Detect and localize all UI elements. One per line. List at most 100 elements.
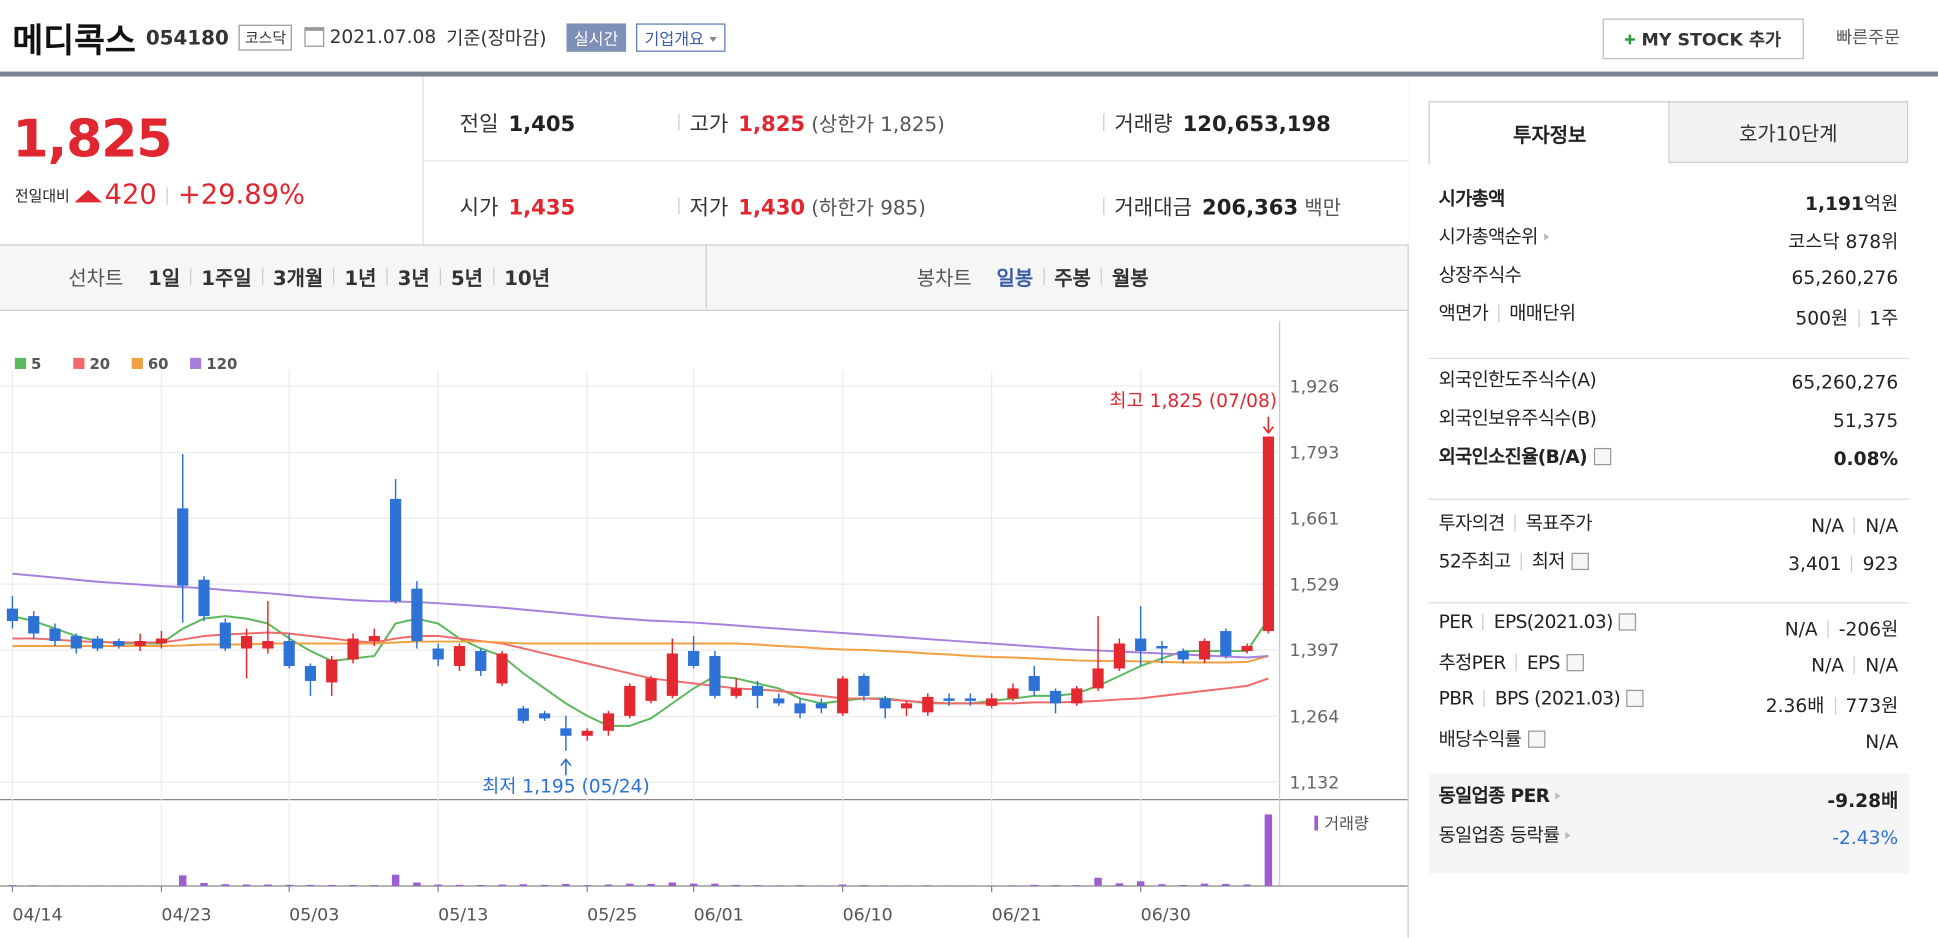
info-value-text: N/A xyxy=(1811,514,1845,537)
candle-body xyxy=(347,638,359,660)
info-label: 52주최고 최저 xyxy=(1439,548,1589,574)
x-tick-label: 06/21 xyxy=(992,906,1042,926)
info-value-text: 1주 xyxy=(1869,307,1899,330)
candle-body xyxy=(922,696,934,713)
volume-bar xyxy=(668,882,677,887)
separator xyxy=(1103,113,1105,131)
range-tab[interactable]: 5년 xyxy=(450,266,483,290)
volume-bar xyxy=(434,884,442,887)
help-icon[interactable] xyxy=(1566,653,1584,671)
realtime-badge[interactable]: 실시간 xyxy=(566,22,626,52)
range-tab[interactable]: 3년 xyxy=(397,266,430,290)
period-tab[interactable]: 일봉 xyxy=(996,266,1034,290)
info-label-text: 상장주식수 xyxy=(1438,264,1522,287)
annotation: 최저 1,195 (05/24) xyxy=(482,777,650,798)
info-value-text: N/A xyxy=(1865,514,1899,537)
period-tab[interactable]: 주봉 xyxy=(1054,266,1091,290)
info-value-text: 65,260,276 xyxy=(1791,266,1899,289)
candle-body xyxy=(198,579,210,617)
volume-legend-swatch xyxy=(1314,815,1319,831)
arrow-icon xyxy=(1565,831,1571,839)
info-value: N/A N/A xyxy=(1811,654,1898,676)
info-label: 액면가 매매단위 xyxy=(1439,300,1576,326)
info-value: 51,375 xyxy=(1833,410,1898,432)
range-tab[interactable]: 10년 xyxy=(504,266,551,290)
volume-bar xyxy=(1222,883,1230,887)
change-label: 전일대비 xyxy=(14,187,70,205)
separator xyxy=(1515,653,1517,671)
info-label-text: 최저 xyxy=(1531,550,1566,573)
chart: 1,132 1,264 1,397 1,529 1,661 1,793 1,926 04/14… xyxy=(0,320,1408,926)
range-tab[interactable]: 1주일 xyxy=(201,266,252,290)
help-icon[interactable] xyxy=(1571,552,1589,570)
info-value: 65,260,276 xyxy=(1792,371,1899,393)
volume-bar xyxy=(413,882,421,887)
period-tab[interactable]: 월봉 xyxy=(1111,266,1149,290)
legend-swatch xyxy=(131,357,143,369)
help-icon[interactable] xyxy=(1619,613,1637,631)
change-pct: +29.89% xyxy=(177,180,305,212)
volume-bar xyxy=(966,885,975,887)
volume-label: 거래량 xyxy=(1324,814,1369,833)
overview-button[interactable]: 기업개요 xyxy=(635,22,726,52)
volume-bar xyxy=(647,883,655,887)
separator xyxy=(1103,197,1105,215)
quick-order[interactable]: 빠른주문 xyxy=(1836,28,1901,49)
x-tick-label: 06/01 xyxy=(694,906,744,926)
my-stock-label: MY STOCK 추가 xyxy=(1641,30,1781,50)
change-row: 전일대비 420 +29.89% xyxy=(15,180,305,211)
info-value-text: 923 xyxy=(1862,552,1899,576)
stat-value: 1,430 xyxy=(738,196,806,221)
candle-body xyxy=(645,678,657,701)
moving-average-line xyxy=(12,615,1270,727)
annotation-arrow xyxy=(560,758,572,776)
range-tab[interactable]: 1일 xyxy=(148,266,181,290)
overview-label: 기업개요 xyxy=(644,30,704,49)
separator xyxy=(1858,309,1860,327)
info-value-text: 773원 xyxy=(1845,694,1899,717)
legend-label: 120 xyxy=(206,355,237,373)
volume-bar xyxy=(72,885,81,887)
my-stock-button[interactable]: MY STOCK 추가 xyxy=(1602,18,1804,60)
annotation: 최고 1,825 (07/08) xyxy=(1109,391,1277,412)
info-value: 2.36배 773원 xyxy=(1766,692,1898,718)
volume-bar xyxy=(519,884,528,887)
help-icon[interactable] xyxy=(1626,689,1644,708)
line-chart-tab[interactable]: 선차트 xyxy=(68,266,124,290)
candle-body xyxy=(411,588,423,642)
info-label-text: 배당수익률 xyxy=(1438,728,1522,751)
help-icon[interactable] xyxy=(1593,447,1611,465)
arrow-icon xyxy=(1555,791,1561,800)
info-label: 동일업종 등락률 xyxy=(1439,822,1571,848)
volume-bar xyxy=(157,885,166,887)
stat: 전일 1,405 xyxy=(460,106,576,137)
volume-bar xyxy=(881,885,889,887)
range-tab[interactable]: 1년 xyxy=(344,266,377,290)
info-label: 시가총액순위 xyxy=(1439,223,1549,249)
info-label: 동일업종 PER xyxy=(1439,782,1561,808)
volume-bar xyxy=(604,884,613,887)
info-tab-active[interactable]: 투자정보 xyxy=(1428,101,1671,165)
candle-body xyxy=(177,508,189,586)
separator xyxy=(166,186,168,205)
stock-name: 메디콕스 xyxy=(12,21,136,60)
range-tab[interactable]: 3개월 xyxy=(272,266,324,290)
x-tick-label: 06/30 xyxy=(1141,906,1191,926)
change: 420 xyxy=(104,180,157,212)
candle-body xyxy=(113,641,125,647)
stat-label: 거래대금 xyxy=(1114,196,1193,221)
stat: 고가 1,825 (상한가 1,825) xyxy=(668,106,945,137)
candle-chart-tab[interactable]: 봉차트 xyxy=(916,266,972,290)
info-value: N/A N/A xyxy=(1811,515,1898,537)
candle-body xyxy=(283,641,295,666)
tab-divider xyxy=(705,245,707,309)
candle-body xyxy=(1177,651,1189,660)
help-icon[interactable] xyxy=(1527,729,1545,748)
chart-tab-bar xyxy=(0,244,1408,311)
candle-body xyxy=(70,636,82,649)
info-tab[interactable]: 호가10단계 xyxy=(1668,101,1909,163)
info-value: 코스닥 878위 xyxy=(1788,228,1898,254)
stat-value: 1,825 xyxy=(738,112,806,137)
info-label-text: 목표주가 xyxy=(1525,512,1593,535)
stat-label: 고가 xyxy=(689,112,729,137)
